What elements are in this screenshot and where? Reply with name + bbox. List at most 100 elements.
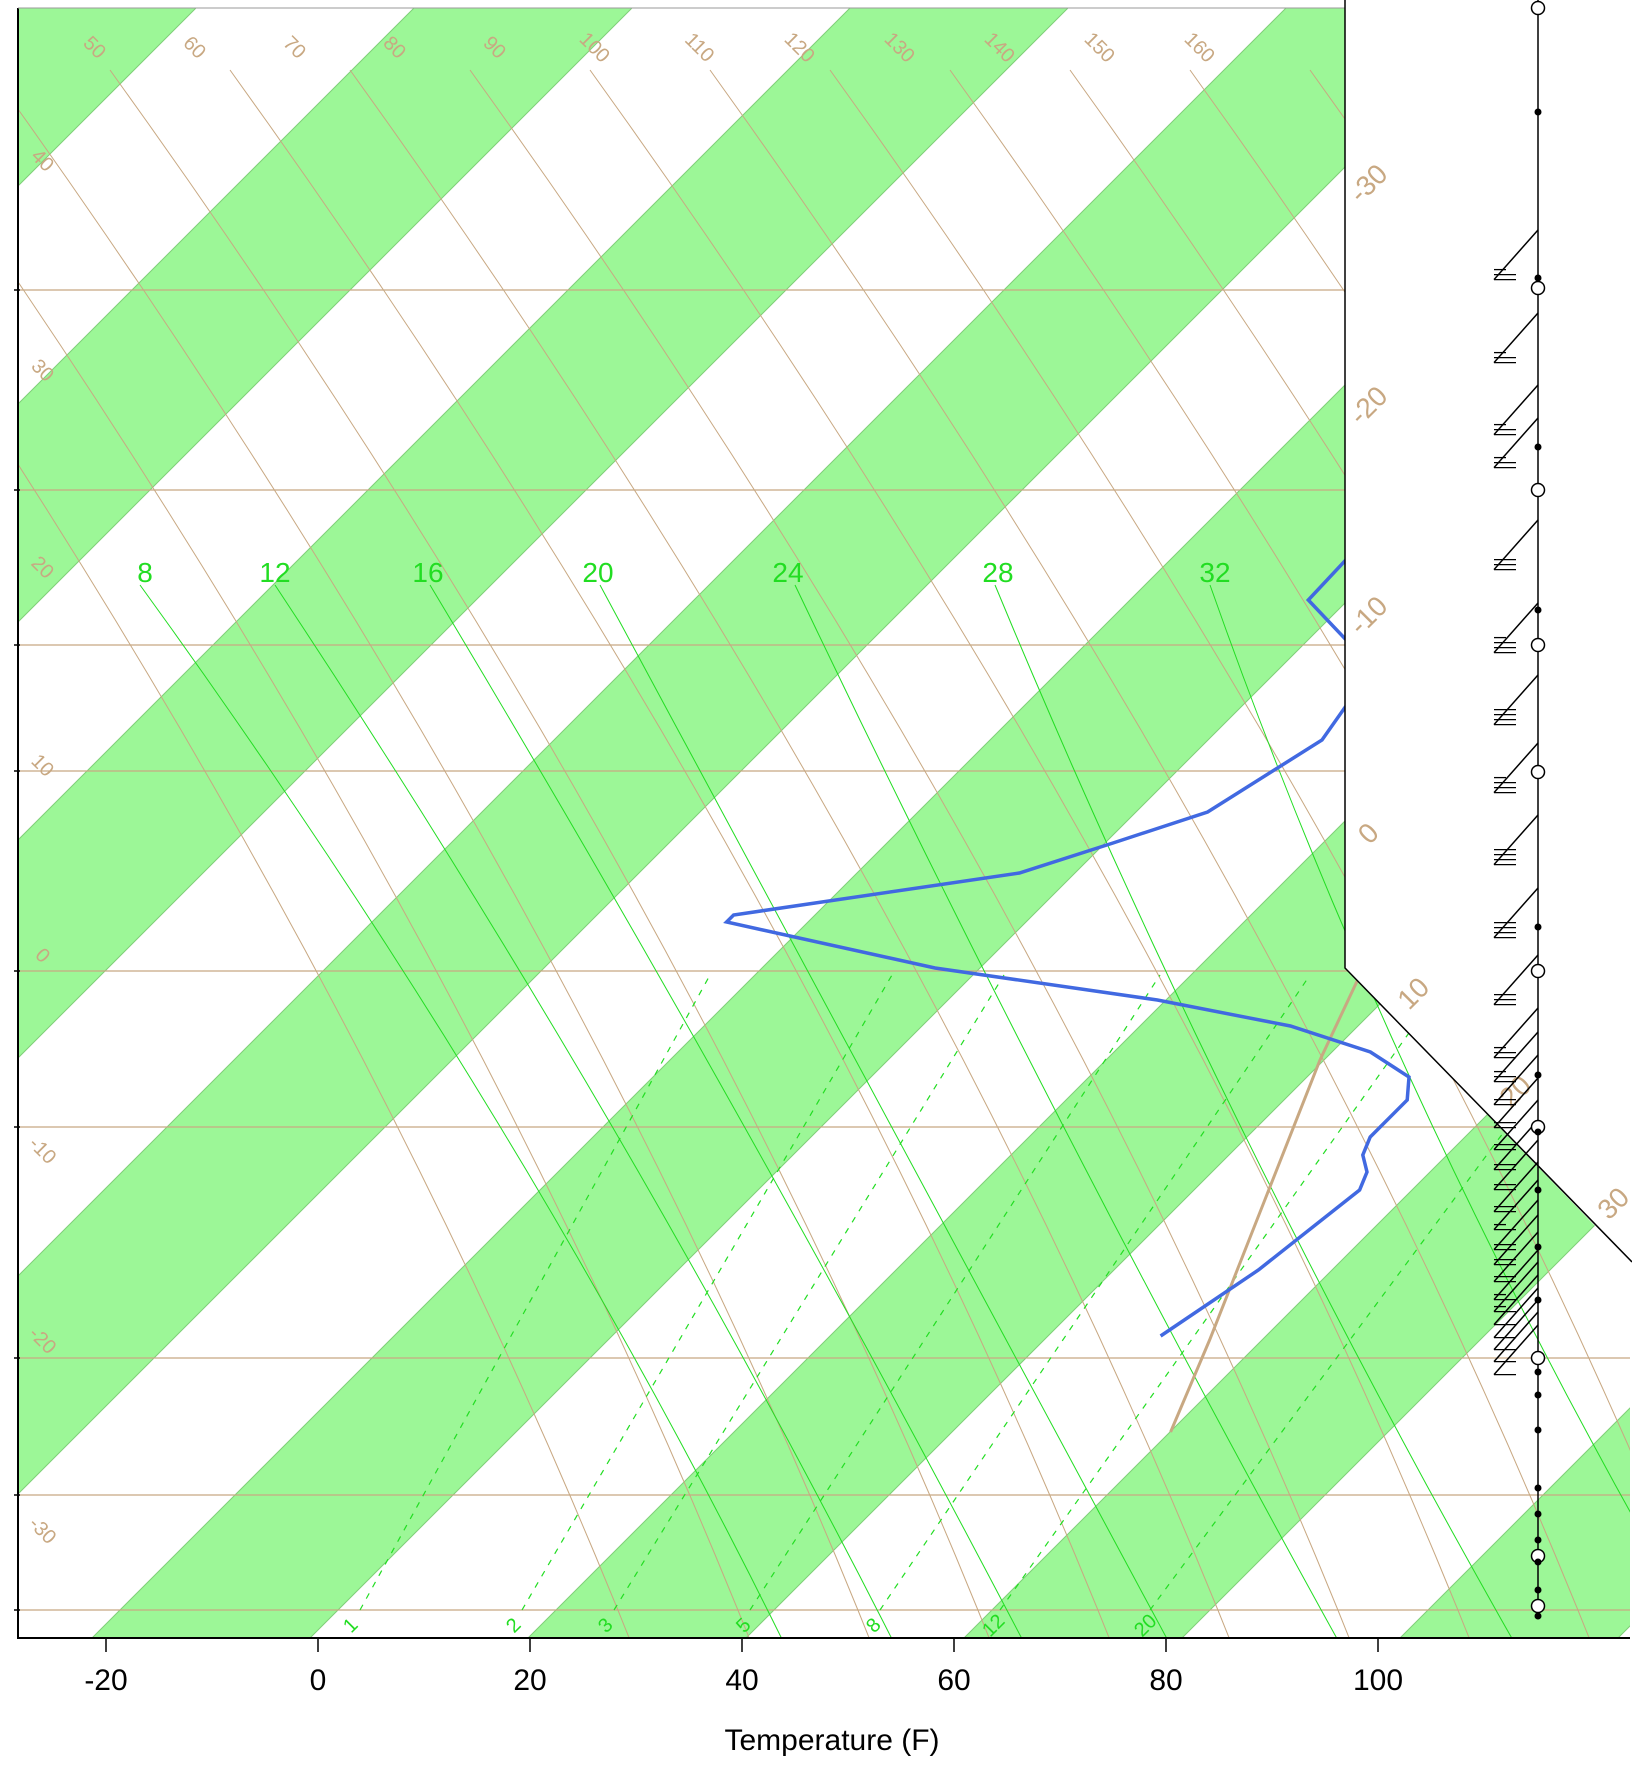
top-adiabat-label: 70 bbox=[279, 32, 310, 63]
dry-adiabat bbox=[18, 69, 662, 1638]
wind-level-open-marker bbox=[1530, 1598, 1546, 1614]
wind-barb-staff bbox=[1493, 417, 1539, 469]
wind-barb-staff bbox=[1493, 1139, 1539, 1191]
wind-barb-staff bbox=[1493, 1099, 1539, 1151]
wind-barb-column bbox=[1493, 0, 1546, 1620]
dry-adiabat bbox=[18, 69, 902, 1638]
isotherm-band bbox=[18, 8, 1178, 1638]
wind-barb-staff bbox=[1493, 1274, 1539, 1326]
wind-level-open-marker bbox=[1530, 637, 1546, 653]
mixing-ratio-top-label: 20 bbox=[582, 557, 613, 588]
wind-level-dot-marker bbox=[1534, 1296, 1542, 1304]
wind-barb-staff bbox=[1493, 1324, 1539, 1376]
isotherm-band bbox=[900, 8, 1630, 1638]
mixing-ratio-bottom-label: 2 bbox=[502, 1614, 525, 1637]
top-adiabat-label: 110 bbox=[680, 29, 718, 67]
wind-level-dot-marker bbox=[1534, 1368, 1542, 1376]
mixing-ratio-top-label: 12 bbox=[259, 557, 290, 588]
wind-barb-staff bbox=[1493, 1054, 1539, 1106]
wind-barb-staff bbox=[1493, 1161, 1539, 1213]
top-adiabat-label: 150 bbox=[1080, 28, 1119, 67]
moist-adiabat bbox=[139, 584, 796, 1638]
isotherm-band bbox=[1336, 8, 1630, 1638]
top-adiabat-label: 60 bbox=[179, 32, 210, 63]
wind-markers bbox=[1530, 0, 1546, 1620]
mixing-ratio-line bbox=[521, 974, 893, 1611]
wind-barb-staff bbox=[1493, 1214, 1539, 1266]
wind-level-open-marker bbox=[1530, 0, 1546, 16]
wind-barb-staff bbox=[1493, 1249, 1539, 1301]
wind-barb-staff bbox=[1493, 519, 1539, 571]
mixing-ratio-top-label: 16 bbox=[412, 557, 443, 588]
wind-barb-staff bbox=[1493, 954, 1539, 1006]
wind-barb-staff bbox=[1493, 1179, 1539, 1231]
x-tick-label: 60 bbox=[937, 1664, 970, 1697]
x-tick-label: 80 bbox=[1149, 1664, 1182, 1697]
moist-adiabat bbox=[599, 584, 1182, 1638]
wind-barb-staff bbox=[1493, 674, 1539, 726]
moist-adiabat bbox=[274, 584, 906, 1638]
wind-barb-staff bbox=[1493, 1077, 1539, 1129]
wind-barb-staff bbox=[1493, 1261, 1539, 1313]
mixing-ratio-bottom-label: 1 bbox=[339, 1614, 362, 1637]
mixing-ratio-top-label: 24 bbox=[772, 557, 803, 588]
wind-level-open-marker bbox=[1530, 963, 1546, 979]
wind-level-dot-marker bbox=[1534, 1536, 1542, 1544]
mixing-ratio-line bbox=[359, 974, 711, 1611]
x-axis: -20 0 20 40 60 80 100 bbox=[84, 1638, 1403, 1697]
wind-barb-staff bbox=[1493, 1231, 1539, 1283]
mixing-ratio-top-label: 32 bbox=[1199, 557, 1230, 588]
wind-level-dot-marker bbox=[1534, 1243, 1542, 1251]
wind-level-dot-marker bbox=[1534, 1612, 1542, 1620]
wind-barb-staff bbox=[1493, 814, 1539, 866]
wind-level-dot-marker bbox=[1534, 606, 1542, 614]
left-isotherm-label: -10 bbox=[24, 1133, 60, 1169]
x-tick-label: 100 bbox=[1353, 1664, 1403, 1697]
wind-level-open-marker bbox=[1530, 482, 1546, 498]
wind-level-dot-marker bbox=[1534, 274, 1542, 282]
wind-level-open-marker bbox=[1530, 764, 1546, 780]
x-tick-label: 40 bbox=[725, 1664, 758, 1697]
wind-barb-staff bbox=[1493, 1031, 1539, 1083]
wind-barbs bbox=[1493, 229, 1539, 1376]
frame-outline bbox=[17, 8, 1630, 1639]
right-isotherm-label: 30 bbox=[1591, 1181, 1632, 1225]
mixing-ratio-line bbox=[879, 974, 1311, 1611]
lifted-parcel-line bbox=[1609, 516, 1630, 1056]
wind-level-dot-marker bbox=[1534, 1558, 1542, 1566]
wind-level-dot-marker bbox=[1534, 1186, 1542, 1194]
isotherm-band bbox=[18, 8, 742, 1638]
wind-barb-staff bbox=[1493, 742, 1539, 794]
wind-level-dot-marker bbox=[1534, 1586, 1542, 1594]
frame-right-step bbox=[1344, 0, 1632, 1263]
wind-level-dot-marker bbox=[1534, 1484, 1542, 1492]
wind-barb-staff bbox=[1493, 1299, 1539, 1351]
x-tick-label: -20 bbox=[84, 1664, 127, 1697]
wind-level-dot-marker bbox=[1534, 1391, 1542, 1399]
wind-barb-staff bbox=[1493, 1007, 1539, 1059]
wind-barb-staff bbox=[1493, 229, 1539, 281]
mixing-ratio-top-label: 8 bbox=[137, 557, 153, 588]
wind-barb-staff bbox=[1493, 384, 1539, 436]
wind-level-dot-marker bbox=[1534, 1510, 1542, 1518]
dry-adiabat bbox=[18, 69, 782, 1638]
x-tick-label: 20 bbox=[513, 1664, 546, 1697]
temperature-line bbox=[1586, 176, 1630, 1339]
plot-area bbox=[18, 8, 1630, 1638]
isotherm-band bbox=[18, 8, 1614, 1638]
x-axis-title: Temperature (F) bbox=[724, 1724, 939, 1757]
wind-level-dot-marker bbox=[1534, 1128, 1542, 1136]
right-isotherm-label: -30 bbox=[1343, 158, 1394, 209]
moist-adiabat bbox=[994, 584, 1528, 1638]
dry-adiabat bbox=[589, 69, 1502, 1638]
wind-level-dot-marker bbox=[1534, 1071, 1542, 1079]
top-adiabat-label: 160 bbox=[1180, 28, 1219, 67]
x-tick-label: 0 bbox=[310, 1664, 327, 1697]
wind-level-dot-marker bbox=[1534, 108, 1542, 116]
left-isotherm-label: 10 bbox=[27, 750, 58, 781]
isotherm-bands bbox=[18, 8, 1630, 1638]
dry-adiabat bbox=[109, 69, 1022, 1638]
dry-adiabat bbox=[229, 69, 1142, 1638]
right-isotherm-label: -10 bbox=[1343, 590, 1394, 641]
